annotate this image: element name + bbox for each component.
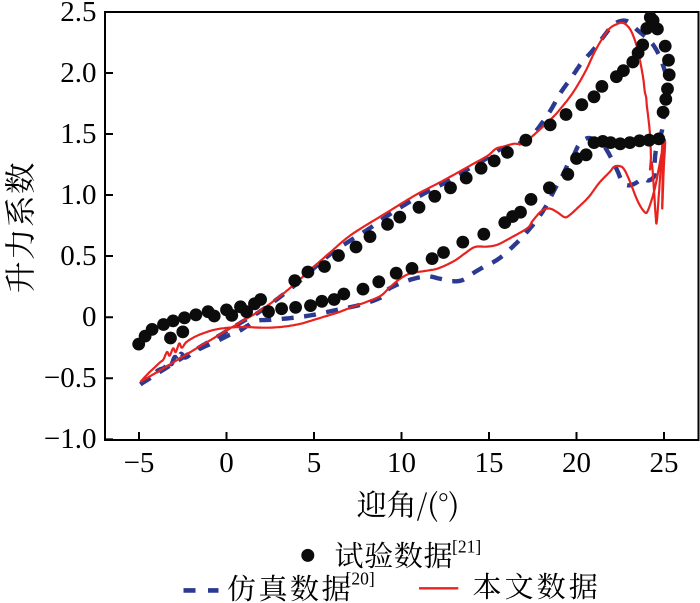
svg-text:20: 20: [562, 447, 591, 479]
svg-text:[21]: [21]: [452, 537, 481, 557]
svg-text:0.5: 0.5: [60, 240, 96, 272]
svg-text:1.5: 1.5: [60, 118, 96, 150]
svg-text:25: 25: [650, 447, 679, 479]
svg-text:15: 15: [475, 447, 504, 479]
svg-text:−5: −5: [124, 447, 155, 479]
svg-text:2.5: 2.5: [60, 0, 96, 28]
svg-text:−0.5: −0.5: [44, 362, 97, 394]
svg-text:0: 0: [219, 447, 234, 479]
svg-text:0: 0: [82, 301, 97, 333]
svg-text:1.0: 1.0: [60, 179, 96, 211]
svg-text:10: 10: [387, 447, 416, 479]
svg-text:5: 5: [307, 447, 322, 479]
svg-text:2.0: 2.0: [60, 57, 96, 89]
svg-text:−1.0: −1.0: [44, 423, 97, 455]
svg-text:[20]: [20]: [346, 569, 375, 589]
